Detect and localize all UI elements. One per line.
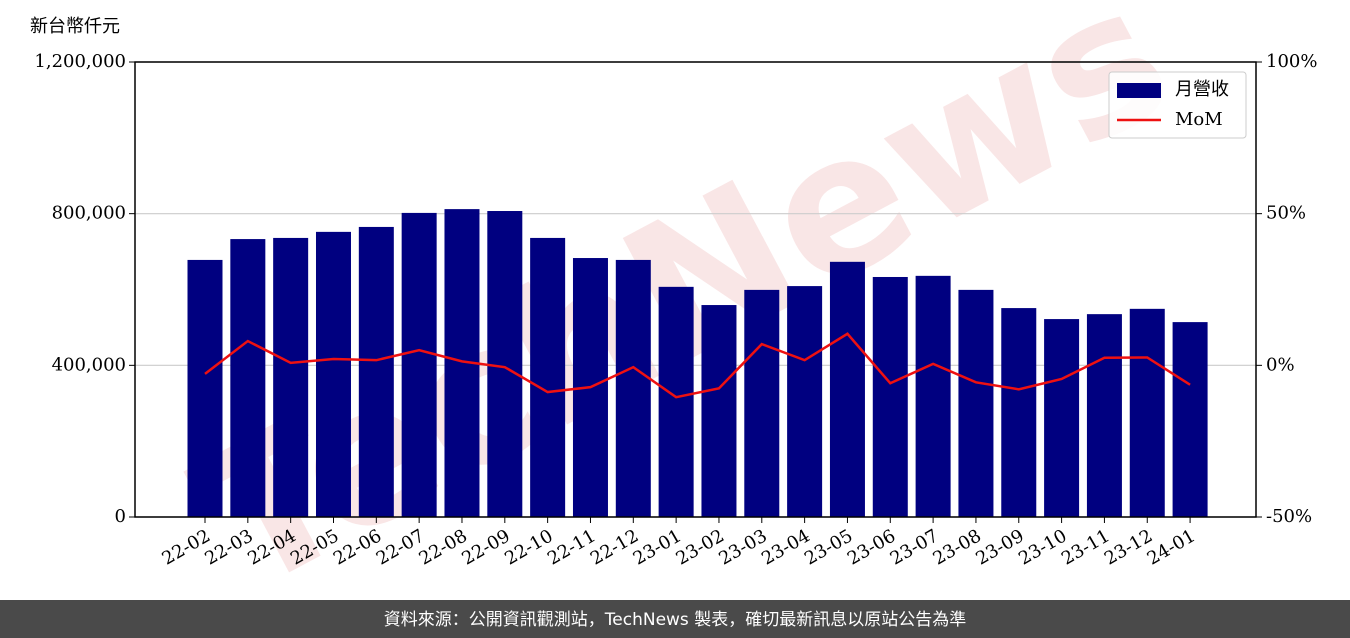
y2-tick-label: -50% <box>1266 506 1312 527</box>
x-tick-label: 23-11 <box>1058 525 1113 569</box>
x-tick-label: 23-04 <box>758 525 813 569</box>
bar <box>872 276 908 517</box>
x-tick-label: 23-10 <box>1015 525 1070 569</box>
bar <box>401 212 437 518</box>
plot-frame <box>134 61 1257 518</box>
bar <box>1129 308 1165 517</box>
bar <box>487 211 523 517</box>
x-tick-label: 22-11 <box>544 525 599 569</box>
bar <box>744 289 780 517</box>
y2-tick-label: 0% <box>1266 354 1295 375</box>
x-tick-label: 22-12 <box>587 525 642 569</box>
mom-line <box>204 332 1191 399</box>
y-tick-label: 1,200,000 <box>34 51 126 72</box>
x-tick-label: 22-10 <box>501 525 556 569</box>
footer: 資料來源：公開資訊觀測站，TechNews 製表，確切最新訊息以原站公告為準 <box>384 610 966 630</box>
legend-label: 月營收 <box>1175 79 1229 100</box>
y-tick-label: 800,000 <box>52 203 126 224</box>
x-tick-label: 23-03 <box>715 525 770 569</box>
bar <box>530 237 566 517</box>
bar <box>615 259 651 517</box>
y-tick-label: 400,000 <box>52 354 126 375</box>
y-axis-label: 新台幣仟元 <box>30 16 120 37</box>
bar <box>187 259 223 517</box>
x-tick-label: 23-08 <box>930 525 985 569</box>
x-tick-label: 22-02 <box>159 525 214 569</box>
bar <box>1172 322 1208 517</box>
bar <box>358 226 394 517</box>
x-tick-label: 23-09 <box>972 525 1027 569</box>
x-tick-label: 23-06 <box>844 525 899 569</box>
bar <box>273 237 309 517</box>
bar <box>701 305 737 517</box>
x-tick-label: 23-07 <box>887 525 942 569</box>
bar <box>315 231 351 517</box>
x-tick-label: 23-12 <box>1101 525 1156 569</box>
footer-bar <box>0 600 1350 638</box>
x-tick-label: 24-01 <box>1144 525 1199 569</box>
bar <box>958 289 994 517</box>
x-tick-label: 23-02 <box>673 525 728 569</box>
bar <box>915 275 951 517</box>
legend-label: MoM <box>1175 109 1223 130</box>
bar <box>1044 319 1080 517</box>
x-tick-label: 23-05 <box>801 525 856 569</box>
y2-tick-label: 100% <box>1266 51 1317 72</box>
x-tick-label: 23-01 <box>630 525 685 569</box>
legend-swatch <box>1117 83 1161 98</box>
bar <box>787 286 823 517</box>
y2-tick-label: 50% <box>1266 203 1306 224</box>
y-tick-label: 0 <box>115 506 126 527</box>
bar <box>1086 314 1122 517</box>
x-tick-label: 22-09 <box>458 525 513 569</box>
bar <box>1001 308 1037 517</box>
bar <box>829 261 865 517</box>
bar <box>658 286 694 517</box>
bar <box>230 239 266 517</box>
